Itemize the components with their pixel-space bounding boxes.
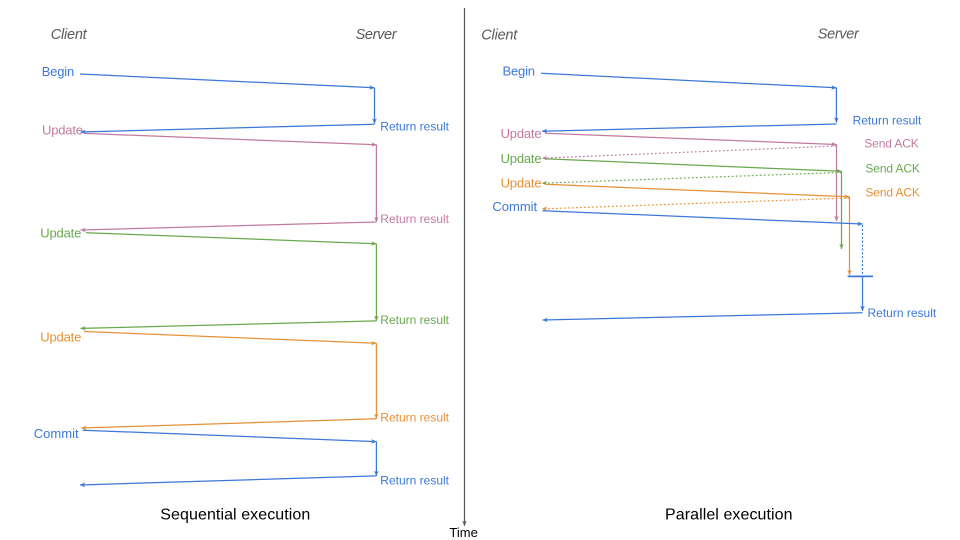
svg-text:Begin: Begin bbox=[503, 64, 536, 79]
svg-text:Client: Client bbox=[481, 27, 518, 43]
svg-text:Begin: Begin bbox=[42, 64, 74, 79]
svg-text:Update: Update bbox=[501, 126, 542, 141]
svg-text:Parallel execution: Parallel execution bbox=[665, 506, 793, 523]
svg-text:Update: Update bbox=[501, 175, 542, 190]
svg-text:Send ACK: Send ACK bbox=[865, 186, 920, 200]
svg-text:Return result: Return result bbox=[380, 411, 449, 425]
svg-text:Return result: Return result bbox=[380, 474, 449, 488]
svg-text:Server: Server bbox=[356, 27, 398, 43]
svg-text:Update: Update bbox=[40, 226, 81, 241]
svg-text:Commit: Commit bbox=[492, 199, 537, 214]
svg-text:Update: Update bbox=[40, 330, 81, 345]
svg-text:Server: Server bbox=[818, 27, 860, 43]
svg-text:Send ACK: Send ACK bbox=[864, 137, 919, 151]
svg-text:Return result: Return result bbox=[380, 212, 449, 226]
svg-text:Sequential execution: Sequential execution bbox=[160, 506, 310, 523]
svg-text:Client: Client bbox=[51, 27, 88, 43]
svg-text:Return result: Return result bbox=[853, 113, 922, 127]
svg-text:Time: Time bbox=[449, 525, 478, 540]
svg-text:Update: Update bbox=[501, 151, 542, 166]
svg-text:Return result: Return result bbox=[380, 313, 449, 327]
svg-text:Send ACK: Send ACK bbox=[865, 162, 920, 176]
svg-text:Return result: Return result bbox=[380, 119, 449, 133]
svg-text:Return result: Return result bbox=[868, 306, 937, 320]
svg-text:Commit: Commit bbox=[34, 426, 79, 441]
svg-text:Update: Update bbox=[42, 123, 83, 138]
